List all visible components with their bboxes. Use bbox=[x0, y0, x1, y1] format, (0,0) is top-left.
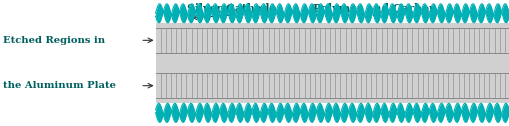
Text: the Aluminum Plate: the Aluminum Plate bbox=[3, 81, 116, 90]
Text: Silver Cathode: Silver Cathode bbox=[187, 3, 276, 13]
Text: Polymer and Carbon: Polymer and Carbon bbox=[313, 3, 436, 13]
Text: Etched Regions in: Etched Regions in bbox=[3, 36, 104, 45]
Bar bbox=[155, 23, 509, 103]
